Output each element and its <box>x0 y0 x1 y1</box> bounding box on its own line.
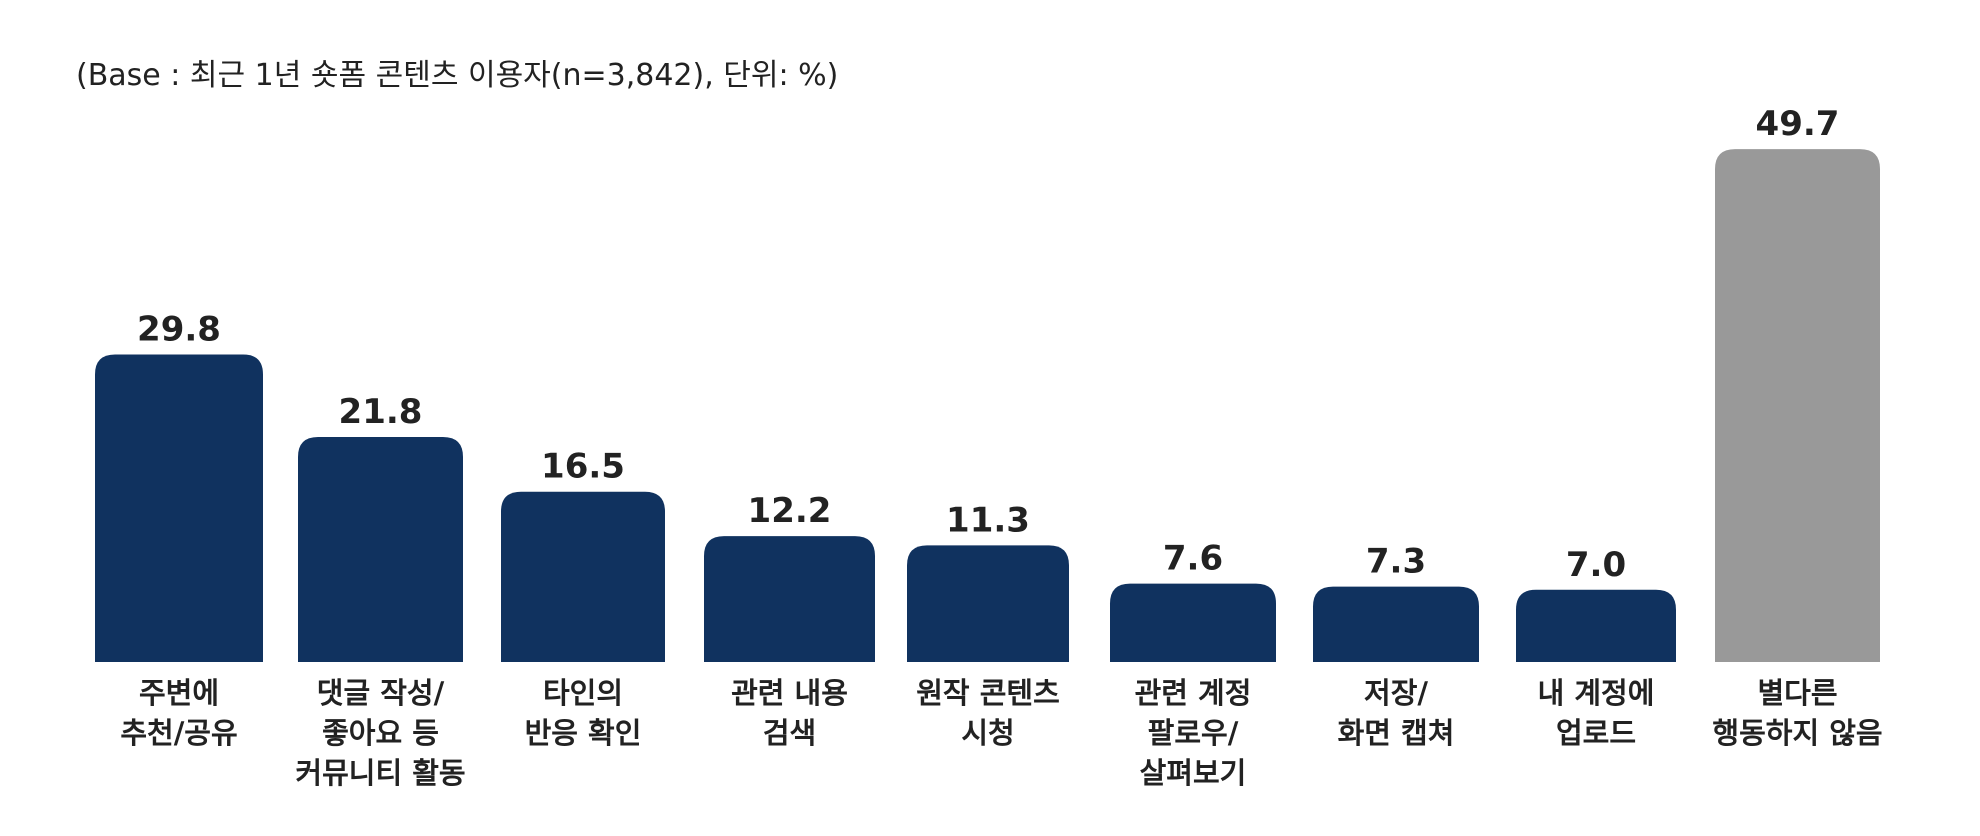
bars-group <box>95 149 1880 662</box>
category-label-line: 반응 확인 <box>525 716 642 750</box>
bar-2 <box>298 437 463 662</box>
category-label-line: 화면 캡쳐 <box>1338 716 1455 750</box>
category-label-line: 팔로우/ <box>1148 716 1239 750</box>
bar-value-label-8: 7.0 <box>1566 545 1626 585</box>
bar-value-label-1: 29.8 <box>137 309 221 349</box>
bar-value-label-3: 16.5 <box>541 447 625 487</box>
category-label-line: 원작 콘텐츠 <box>916 676 1060 710</box>
category-label-line: 시청 <box>961 716 1014 750</box>
base-note: (Base : 최근 1년 숏폼 콘텐츠 이용자(n=3,842), 단위: %… <box>76 58 839 93</box>
bar-5 <box>907 545 1069 662</box>
bar-value-label-4: 12.2 <box>748 491 832 531</box>
category-label-line: 타인의 <box>543 676 623 710</box>
bar-4 <box>704 536 875 662</box>
bar-3 <box>501 491 665 662</box>
category-label-line: 추천/공유 <box>120 716 237 750</box>
bar-7 <box>1313 586 1479 662</box>
category-label-line: 검색 <box>763 716 816 750</box>
category-label-line: 댓글 작성/ <box>317 676 445 710</box>
category-label-7: 저장/화면 캡쳐 <box>1338 676 1455 750</box>
category-label-line: 업로드 <box>1556 716 1636 750</box>
bar-8 <box>1516 589 1676 662</box>
category-label-line: 살펴보기 <box>1140 756 1247 790</box>
bar-9 <box>1715 149 1880 662</box>
category-label-line: 관련 내용 <box>731 676 848 710</box>
category-label-line: 별다른 <box>1757 676 1837 710</box>
bar-6 <box>1110 583 1276 662</box>
bar-value-label-6: 7.6 <box>1163 539 1223 579</box>
bar-value-label-5: 11.3 <box>946 500 1030 540</box>
category-label-line: 좋아요 등 <box>322 716 439 750</box>
category-label-line: 관련 계정 <box>1135 676 1252 710</box>
category-label-line: 주변에 <box>139 676 219 710</box>
bar-value-label-9: 49.7 <box>1756 104 1840 144</box>
category-label-line: 내 계정에 <box>1538 676 1655 710</box>
category-label-line: 커뮤니티 활동 <box>295 756 465 790</box>
category-label-line: 행동하지 않음 <box>1712 716 1882 750</box>
bar-value-label-7: 7.3 <box>1366 542 1426 582</box>
value-labels-group: 29.8 21.8 16.5 12.2 11.3 7.6 7.3 7.0 49.7 <box>137 104 1839 585</box>
category-label-line: 저장/ <box>1364 676 1428 710</box>
bar-value-label-2: 21.8 <box>339 392 423 432</box>
bar-1 <box>95 354 263 662</box>
